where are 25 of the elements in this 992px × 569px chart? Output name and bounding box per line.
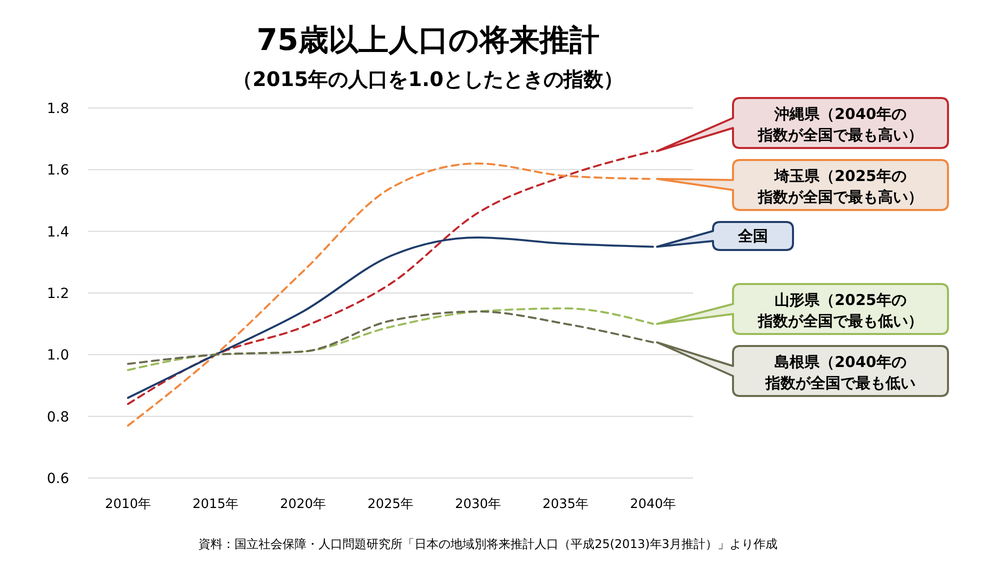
- chart-subtitle: （2015年の人口を1.0としたときの指数）: [232, 67, 624, 91]
- line-series: [127, 307, 654, 372]
- y-tick-label: 1.8: [46, 101, 70, 117]
- x-tick-label: 2030年: [454, 497, 502, 512]
- text: 埼玉県（2025年の指数が全国で最も高い）: [757, 167, 923, 206]
- y-tick-label: 1.2: [46, 286, 70, 302]
- x-tick-label: 2035年: [542, 497, 589, 512]
- x-tick-label: 2020年: [280, 497, 326, 512]
- line-series: [127, 236, 654, 399]
- y-tick-label: 1.4: [46, 224, 70, 240]
- x-tick-label: 2015年: [192, 497, 239, 512]
- line-series: [127, 310, 654, 365]
- text: 島根県（2040年の指数が全国で最も低い: [764, 353, 916, 392]
- text: 山形県（2025年の指数が全国で最も低い）: [757, 291, 923, 330]
- x-tick-label: 2040年: [630, 497, 676, 512]
- x-tick-label: 2010年: [104, 497, 152, 512]
- y-tick-label: 1.0: [46, 348, 70, 364]
- text: 全国: [737, 227, 768, 245]
- y-tick-label: 0.6: [46, 471, 70, 487]
- y-tick-label: 1.6: [46, 162, 70, 179]
- chart-title: 75歳以上人口の将来推計: [256, 23, 600, 58]
- y-tick-label: 0.8: [46, 409, 70, 426]
- x-tick-label: 2025年: [367, 497, 414, 512]
- text: 沖縄県（2040年の指数が全国で最も高い）: [757, 105, 923, 144]
- text: 資料：国立社会保障・人口問題研究所「日本の地域別将来推計人口（平成25(2013)年3月推計）」より作成: [198, 537, 778, 551]
